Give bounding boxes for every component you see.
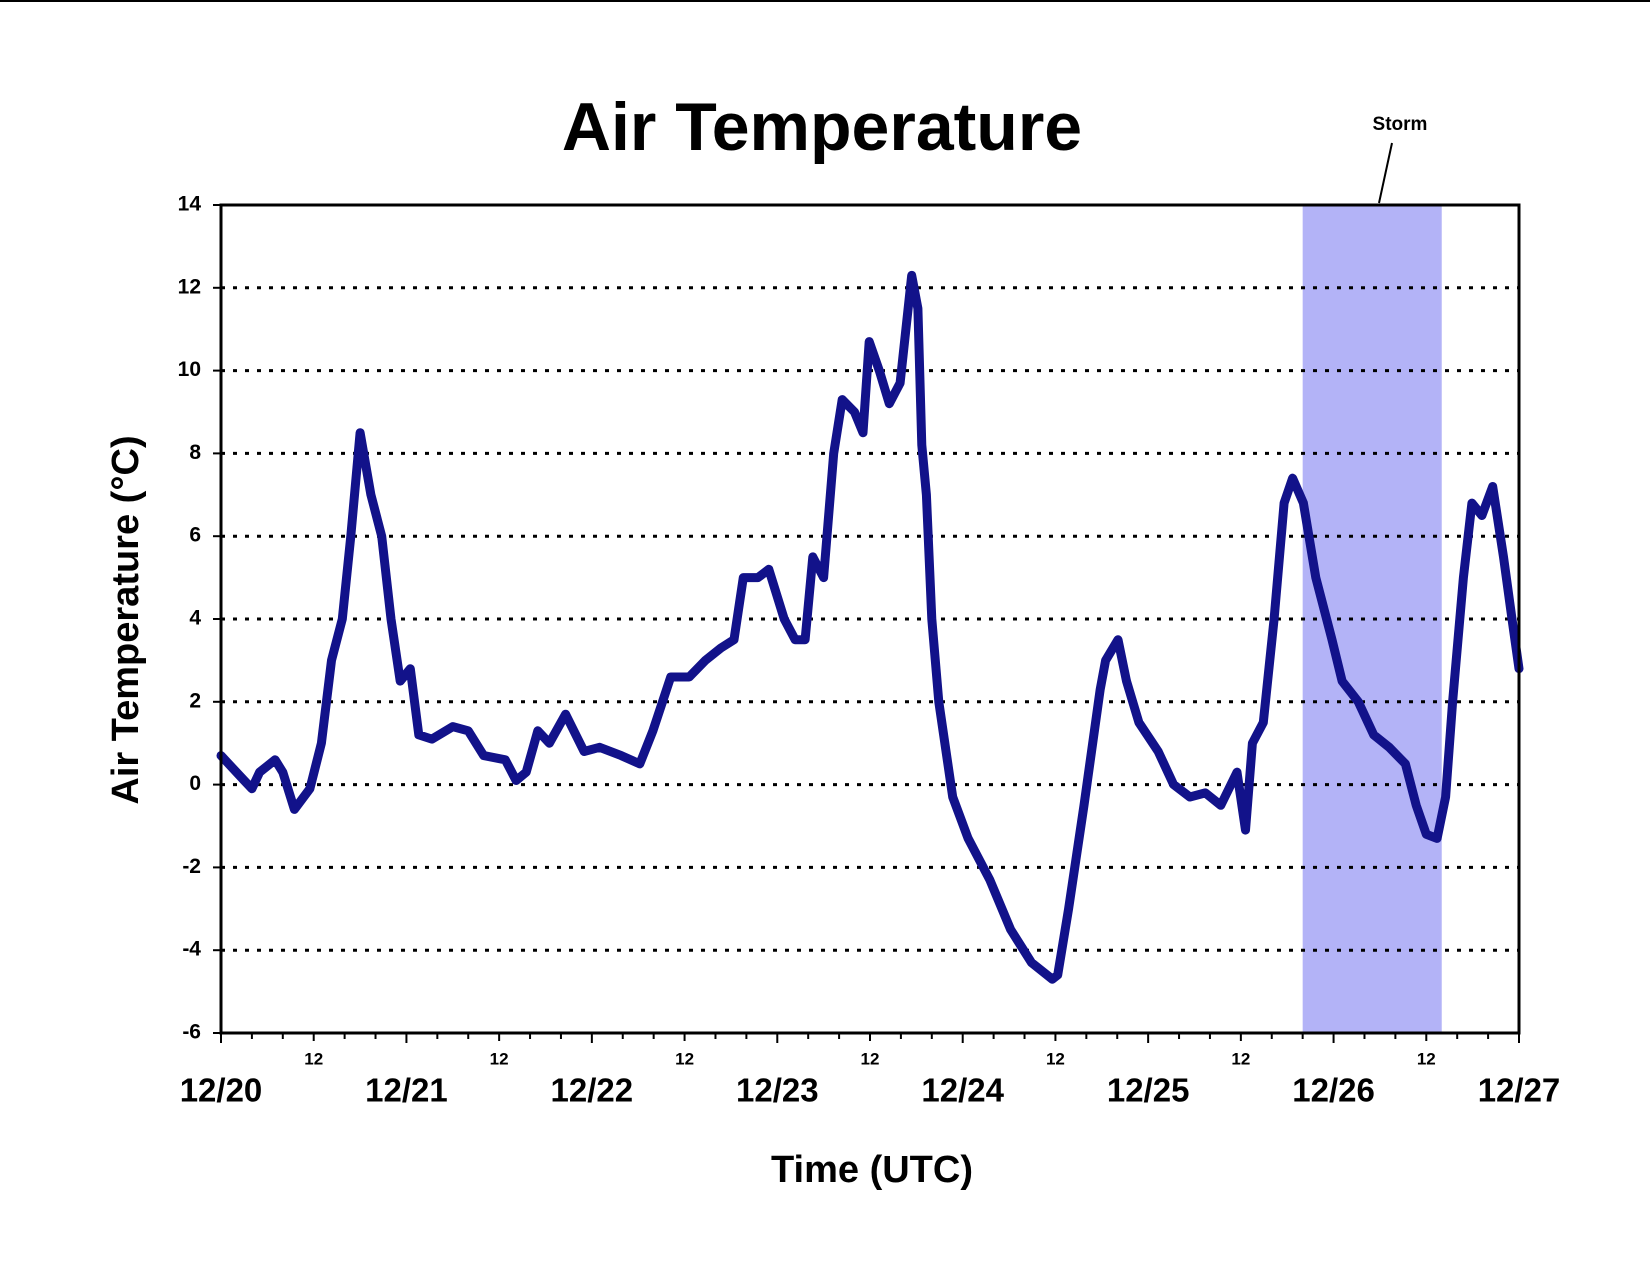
x-axis-label: Time (UTC): [771, 1149, 973, 1191]
x-hour-label: 12: [1231, 1049, 1250, 1068]
x-tick-label: 12/22: [551, 1072, 634, 1109]
x-tick-label: 12/24: [921, 1072, 1004, 1109]
x-hour-label: 12: [490, 1049, 509, 1068]
y-axis-label: Air Temperature (°C): [105, 435, 147, 804]
x-hour-label: 12: [675, 1049, 694, 1068]
y-tick-label: 4: [189, 607, 201, 630]
x-tick-label: 12/27: [1478, 1072, 1561, 1109]
x-hour-label: 12: [1046, 1049, 1065, 1068]
x-hour-label: 12: [304, 1049, 323, 1068]
x-tick-label: 12/26: [1292, 1072, 1375, 1109]
y-tick-label: 14: [178, 193, 202, 216]
y-tick-label: 0: [189, 772, 201, 795]
x-hour-label: 12: [861, 1049, 880, 1068]
plot-frame: [219, 203, 1521, 1035]
x-hour-label: 12: [1417, 1049, 1436, 1068]
x-tick-label: 12/20: [180, 1072, 263, 1109]
y-tick-label: 12: [178, 275, 201, 298]
y-tick-label: -6: [182, 1021, 201, 1044]
y-tick-label: 8: [189, 441, 201, 464]
series-line: [216, 270, 1524, 984]
x-tick-label: 12/23: [736, 1072, 819, 1109]
x-tick-label: 12/21: [365, 1072, 448, 1109]
y-tick-label: 6: [189, 524, 201, 547]
annotation-leader: [1378, 142, 1393, 204]
y-tick-label: -2: [182, 855, 201, 878]
y-tick-label: 10: [178, 358, 201, 381]
y-tick-label: -4: [182, 938, 201, 961]
y-tick-label: 2: [189, 689, 201, 712]
x-tick-label: 12/25: [1107, 1072, 1190, 1109]
annotation-label: Storm: [1373, 114, 1428, 135]
chart-title: Air Temperature: [562, 89, 1082, 165]
